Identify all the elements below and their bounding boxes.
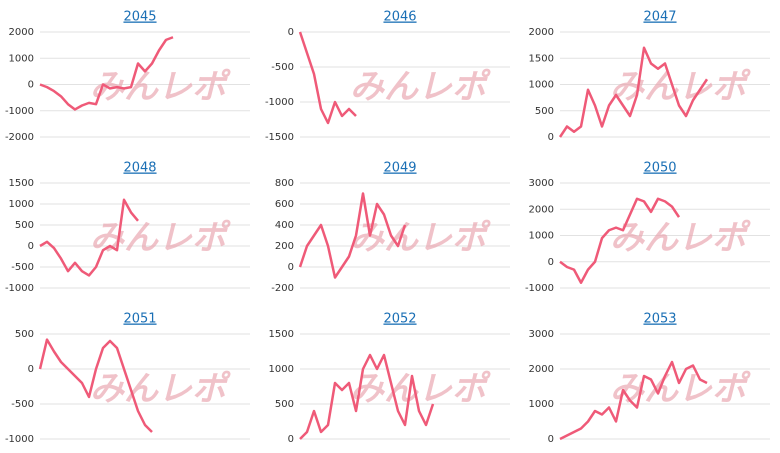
line — [559, 197, 681, 284]
y-tick-label: 0 — [28, 241, 34, 252]
y-tick-label: -2000 — [5, 132, 34, 143]
line — [39, 36, 174, 111]
y-tick-label: 500 — [535, 106, 554, 117]
y-tick-label: -1000 — [5, 283, 34, 294]
y-tick-label: 1000 — [529, 80, 554, 91]
y-tick-label: 400 — [275, 220, 294, 231]
y-tick-label: -500 — [11, 262, 34, 273]
y-tick-label: -1000 — [265, 97, 294, 108]
y-tick-label: 1500 — [9, 178, 34, 189]
y-tick-label: 2000 — [529, 204, 554, 215]
watermark: みんレポ — [350, 218, 491, 258]
y-tick-label: 200 — [275, 241, 294, 252]
y-tick-label: 1000 — [529, 231, 554, 242]
chart-title[interactable]: 2051 — [123, 312, 156, 327]
y-tick-label: 1000 — [529, 399, 554, 410]
line — [299, 353, 435, 440]
y-tick-label: -1500 — [265, 132, 294, 143]
watermark: みんレポ — [90, 218, 231, 258]
chart-title[interactable]: 2048 — [123, 161, 156, 176]
y-tick-label: 3000 — [529, 329, 554, 340]
line — [298, 192, 407, 279]
y-tick-label: 500 — [15, 329, 34, 340]
y-tick-label: 2000 — [9, 27, 34, 38]
chart-title[interactable]: 2049 — [383, 161, 416, 176]
chart-title[interactable]: 2046 — [383, 10, 416, 25]
y-tick-label: -1000 — [5, 434, 34, 445]
y-tick-label: 800 — [275, 178, 294, 189]
y-tick-label: 0 — [288, 262, 294, 273]
y-tick-label: -1000 — [525, 283, 554, 294]
y-tick-label: 1000 — [269, 364, 294, 375]
y-tick-label: 3000 — [529, 178, 554, 189]
y-tick-label: -1000 — [5, 106, 34, 117]
line — [38, 338, 153, 433]
chart-title[interactable]: 2045 — [123, 10, 156, 25]
line — [39, 198, 139, 277]
chart-title[interactable]: 2052 — [383, 312, 416, 327]
y-tick-label: 0 — [548, 257, 554, 268]
watermark: みんレポ — [610, 67, 751, 107]
line — [559, 360, 708, 441]
y-tick-label: 2000 — [529, 27, 554, 38]
y-tick-label: 0 — [548, 434, 554, 445]
y-tick-label: 0 — [288, 27, 294, 38]
y-tick-label: 0 — [548, 132, 554, 143]
y-tick-label: -200 — [271, 283, 294, 294]
line — [558, 46, 709, 138]
y-tick-label: 0 — [28, 364, 34, 375]
y-tick-label: 0 — [288, 434, 294, 445]
chart-title[interactable]: 2050 — [643, 161, 676, 176]
y-tick-label: 600 — [275, 199, 294, 210]
y-tick-label: 1000 — [9, 53, 34, 64]
chart-title[interactable]: 2047 — [643, 10, 676, 25]
y-tick-label: 2000 — [529, 364, 554, 375]
chart-title[interactable]: 2053 — [643, 312, 676, 327]
y-tick-label: 1000 — [9, 199, 34, 210]
line — [298, 31, 357, 125]
watermark: みんレポ — [90, 369, 231, 409]
watermark: みんレポ — [350, 369, 491, 409]
y-tick-label: 0 — [28, 80, 34, 91]
y-tick-label: 500 — [275, 399, 294, 410]
y-tick-label: -500 — [11, 399, 34, 410]
y-tick-label: 1500 — [529, 53, 554, 64]
watermark: みんレポ — [350, 67, 491, 107]
watermark: みんレポ — [610, 218, 751, 258]
y-tick-label: 500 — [15, 220, 34, 231]
y-tick-label: 1500 — [269, 329, 294, 340]
y-tick-label: -500 — [271, 62, 294, 73]
